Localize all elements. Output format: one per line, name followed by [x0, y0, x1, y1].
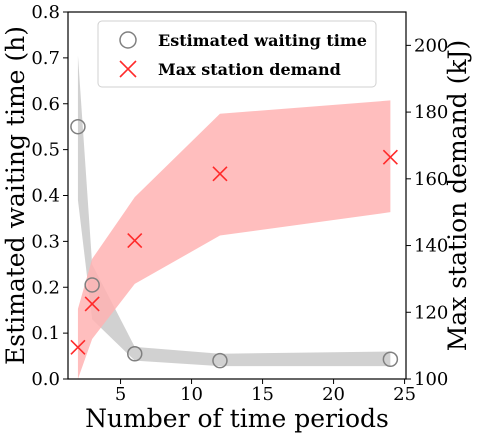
confidence-bands: [77, 55, 391, 379]
legend-box: [97, 20, 377, 88]
max-demand-point-0: [70, 339, 86, 355]
left-y-tick-label: 0.8: [31, 2, 60, 23]
legend-circle-marker: [119, 31, 137, 49]
right-y-tick-label: 160: [414, 169, 448, 190]
x-axis-title: Number of time periods: [85, 404, 389, 433]
waiting-time-point-3: [212, 352, 228, 369]
data-points: [70, 118, 399, 369]
max-demand-point-3: [212, 166, 228, 182]
right-y-tick-label: 120: [414, 302, 448, 323]
left-y-tick-label: 0.7: [31, 48, 60, 69]
waiting-time-point-0: [70, 118, 86, 135]
waiting-time-point-4: [382, 351, 399, 368]
right-y-tick-label: 100: [414, 369, 448, 390]
x-tick-label: 20: [322, 384, 345, 405]
max-demand-band: [77, 100, 391, 379]
x-tick-label: 10: [180, 384, 203, 405]
legend-x-marker: [119, 60, 137, 78]
max-demand-point-stroke: [70, 339, 86, 355]
left-y-tick-label: 0.3: [31, 231, 60, 252]
left-y-tick-label: 0.6: [31, 94, 60, 115]
waiting-time-band: [77, 55, 391, 367]
waiting-time-point-2: [126, 346, 143, 362]
right-y-tick-label: 140: [414, 236, 448, 257]
max-demand-point-4: [382, 149, 398, 165]
left-y-tick-label: 0.2: [31, 277, 60, 298]
legend-x-stroke: [119, 60, 137, 78]
left-y-axis-title: Estimated waiting time (h): [1, 26, 30, 365]
right-y-tick-label: 180: [414, 102, 448, 123]
x-tick-label: 5: [115, 384, 126, 405]
legend-label-max-demand: Max station demand: [158, 60, 341, 79]
right-y-axis-ticks: 100 120 140 160 180 200: [406, 35, 448, 390]
right-y-axis-title: Max station demand (kJ): [443, 40, 472, 352]
legend-label-waiting-time: Estimated waiting time: [158, 31, 367, 50]
left-y-axis-ticks: 0.0 0.1 0.2 0.3 0.4 0.5 0.6 0.7 0.8: [31, 2, 68, 390]
x-tick-label: 25: [393, 384, 416, 405]
left-y-tick-label: 0.5: [31, 140, 60, 161]
x-tick-label: 15: [251, 384, 274, 405]
x-axis-ticks: 5 10 15 20 25: [115, 379, 416, 405]
max-demand-point-1: [84, 296, 100, 312]
left-y-tick-label: 0.4: [31, 186, 60, 207]
max-demand-point-stroke: [382, 149, 398, 165]
max-demand-point-2: [127, 232, 143, 249]
left-y-tick-label: 0.0: [31, 369, 60, 390]
legend: Estimated waiting time Max station deman…: [97, 20, 377, 88]
waiting-time-point-1: [84, 277, 100, 293]
max-demand-point-stroke: [127, 232, 143, 249]
right-y-tick-label: 200: [414, 35, 448, 56]
max-demand-point-stroke: [84, 296, 100, 312]
max-demand-point-stroke: [212, 166, 228, 182]
left-y-tick-label: 0.1: [31, 323, 60, 344]
